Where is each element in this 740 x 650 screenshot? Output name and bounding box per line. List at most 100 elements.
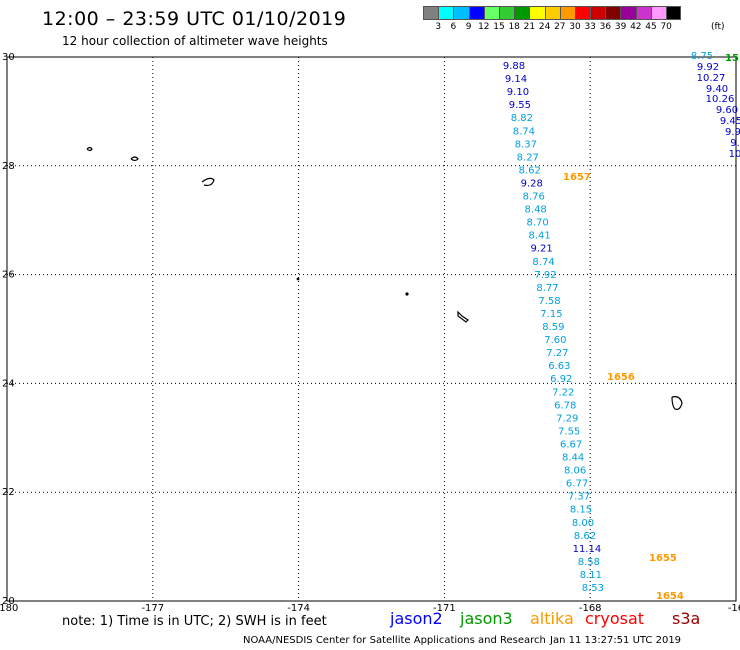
legend-tick-label: 39: [614, 22, 627, 32]
legend-swatch: [620, 6, 636, 20]
legend-swatch: [590, 6, 606, 20]
wave-height-value: 9.28: [521, 178, 543, 189]
legend-swatch: [498, 6, 515, 20]
wave-height-value: 8.41: [528, 231, 550, 242]
footer-credit: NOAA/NESDIS Center for Satellite Applica…: [243, 635, 546, 646]
wave-height-value: 7.60: [544, 335, 566, 346]
wave-height-value: 8.58: [578, 557, 600, 568]
pass-time-label: 15: [725, 53, 739, 64]
wave-height-value: 9.60: [716, 105, 738, 116]
pass-time-label: 1657: [563, 172, 591, 183]
wave-height-value: 8.62: [574, 531, 596, 542]
latitude-label: 28: [2, 161, 15, 172]
wave-height-legend: 3 6 9 12 15 18 21 24 27 30 33 36 39 42 45 70 (ft): [423, 6, 725, 40]
island-shape: [457, 310, 469, 323]
wave-height-value: 7.27: [546, 348, 568, 359]
wave-height-value: 8.44: [562, 453, 584, 464]
axis-labels: -180 -177 -174 -171 -168 -16 30 28 26 24 22 20: [0, 52, 740, 614]
wave-height-value: 9.14: [505, 74, 527, 85]
legend-swatch: [438, 6, 454, 20]
wave-height-value: 7.92: [534, 270, 556, 281]
satellite-name-s3a: s3a: [672, 609, 701, 628]
time-labels: 1657 1656 1655 1654 15: [563, 53, 739, 602]
legend-tick-label: 45: [645, 22, 657, 32]
wave-height-value: 8.74: [532, 257, 554, 268]
legend-tick-label: 42: [630, 22, 642, 32]
wave-height-value: 8.75: [691, 51, 713, 62]
wave-height-value: 7.22: [552, 387, 574, 398]
page-subtitle: 12 hour collection of altimeter wave hei…: [62, 34, 328, 48]
island-dot: [405, 292, 409, 296]
wave-height-value: 7.58: [538, 296, 560, 307]
wave-height-value: 9.10: [507, 87, 529, 98]
wave-height-value: 8.82: [511, 113, 533, 124]
wave-height-value: 9.9: [725, 127, 740, 138]
wave-height-value: 6.67: [560, 439, 582, 450]
longitude-label: -174: [287, 603, 310, 614]
satellite-name-jason3: jason3: [460, 609, 513, 628]
wave-height-value: 8.48: [525, 205, 547, 216]
satellite-name-altika: altika: [530, 609, 574, 628]
legend-swatch: [605, 6, 621, 20]
wave-height-value: 9.55: [509, 100, 531, 111]
longitude-label: -168: [579, 603, 602, 614]
latitude-label: 24: [2, 378, 15, 389]
satellite-name-jason2: jason2: [390, 609, 443, 628]
map-grid: [7, 57, 736, 601]
legend-tick-label: 12: [478, 22, 490, 32]
longitude-label: -177: [141, 603, 164, 614]
island-shape: [130, 156, 139, 162]
longitude-label: -180: [0, 603, 18, 614]
wave-height-value: 9.92: [697, 62, 719, 73]
legend-swatch: [574, 6, 591, 20]
legend-tick-labels: 3 6 9 12 15 18 21 24 27 30 33 36 39 42 45 70: [423, 20, 681, 34]
wave-height-value: 6.92: [550, 374, 572, 385]
pass-time-label: 1656: [607, 372, 635, 383]
island-outlines: [86, 146, 683, 410]
legend-tick-label: 24: [538, 22, 551, 32]
legend-swatch: [559, 6, 575, 20]
legend-tick-label: 27: [554, 22, 566, 32]
footnote: note: 1) Time is in UTC; 2) SWH is in fe…: [62, 614, 327, 629]
wave-height-value: 9.45: [720, 116, 740, 127]
legend-swatch: [666, 6, 682, 20]
wave-height-value: 10: [729, 149, 740, 160]
wave-height-value: 10.27: [697, 73, 726, 84]
wave-height-value: 9.88: [503, 61, 525, 72]
wave-height-value: 9.: [730, 138, 740, 149]
legend-tick-label: 36: [599, 22, 612, 32]
legend-tick-label: 6: [450, 22, 457, 32]
track-values: 9.88 9.14 9.10 9.55 8.82 8.74 8.37 8.27 8.62 9.28…: [503, 51, 740, 594]
pass-time-label: 1655: [649, 553, 677, 564]
wave-height-value: 8.11: [580, 570, 602, 581]
legend-tick-label: 30: [569, 22, 581, 32]
wave-height-value: 6.63: [548, 361, 570, 372]
longitude-label: -16: [728, 603, 740, 614]
island-dot: [296, 277, 300, 281]
pass-time-label: 1654: [656, 591, 684, 602]
legend-swatch: [635, 6, 651, 20]
legend-swatches: [423, 6, 682, 20]
wave-height-value: 8.74: [513, 126, 535, 137]
legend-tick-label: 9: [465, 22, 472, 32]
legend-tick-label: 21: [523, 22, 536, 32]
wave-height-value: 8.70: [527, 218, 549, 229]
legend-swatch: [544, 6, 560, 20]
legend-swatch: [483, 6, 499, 20]
wave-height-value: 11.14: [573, 544, 602, 555]
wave-height-value: 10.26: [706, 94, 735, 105]
legend-tick-label: 33: [584, 22, 596, 32]
wave-height-value: 6.78: [554, 400, 576, 411]
legend-tick-label: 15: [493, 22, 505, 32]
wave-height-value: 8.53: [582, 583, 604, 594]
page-title: 12:00 – 23:59 UTC 01/10/2019: [42, 8, 347, 30]
map-frame: [6, 56, 737, 602]
wave-height-value: 8.15: [570, 505, 592, 516]
wave-height-value: 8.59: [542, 322, 564, 333]
footer-timestamp: Jan 11 13:27:51 UTC 2019: [550, 635, 682, 646]
latitude-label: 22: [2, 487, 15, 498]
satellite-name-cryosat: cryosat: [585, 609, 645, 628]
legend-unit: (ft): [711, 22, 725, 32]
